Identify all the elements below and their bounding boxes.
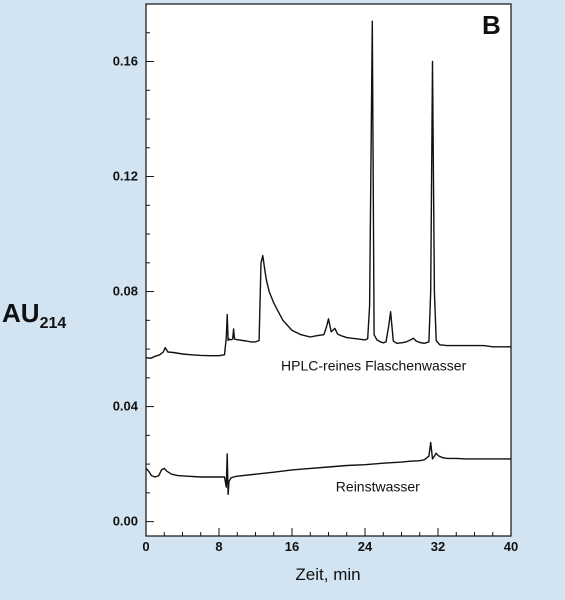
y-tick-label: 0.08 xyxy=(113,284,138,299)
x-axis-title: Zeit, min xyxy=(295,565,360,584)
series-lines xyxy=(145,20,511,495)
x-tick-label: 8 xyxy=(215,539,222,554)
series-line-1 xyxy=(145,20,511,359)
y-tick-label: 0.04 xyxy=(113,399,139,414)
y-tick-label: 0.12 xyxy=(113,169,138,184)
series-labels: HPLC-reines Flaschenwasser Reinstwasser xyxy=(281,358,467,495)
y-axis-title-subscript: 214 xyxy=(40,315,67,332)
series-line-2 xyxy=(145,441,511,495)
x-tick-label: 16 xyxy=(285,539,299,554)
x-tick-label: 24 xyxy=(358,539,373,554)
y-axis-title-main: AU xyxy=(2,298,40,328)
y-axis: 0.00 0.04 0.08 0.12 0.16 xyxy=(113,32,154,529)
panel-letter: B xyxy=(482,10,501,40)
y-tick-label: 0.16 xyxy=(113,54,138,69)
x-axis: 0 8 16 24 32 40 xyxy=(142,528,518,554)
plot-area xyxy=(145,3,512,537)
y-tick-label: 0.00 xyxy=(113,514,138,529)
x-tick-label: 0 xyxy=(142,539,149,554)
series-label-1: HPLC-reines Flaschenwasser xyxy=(281,358,467,374)
series-label-2: Reinstwasser xyxy=(336,478,420,494)
x-tick-label: 32 xyxy=(431,539,445,554)
y-axis-title: AU214 xyxy=(2,298,66,332)
x-tick-label: 40 xyxy=(504,539,518,554)
